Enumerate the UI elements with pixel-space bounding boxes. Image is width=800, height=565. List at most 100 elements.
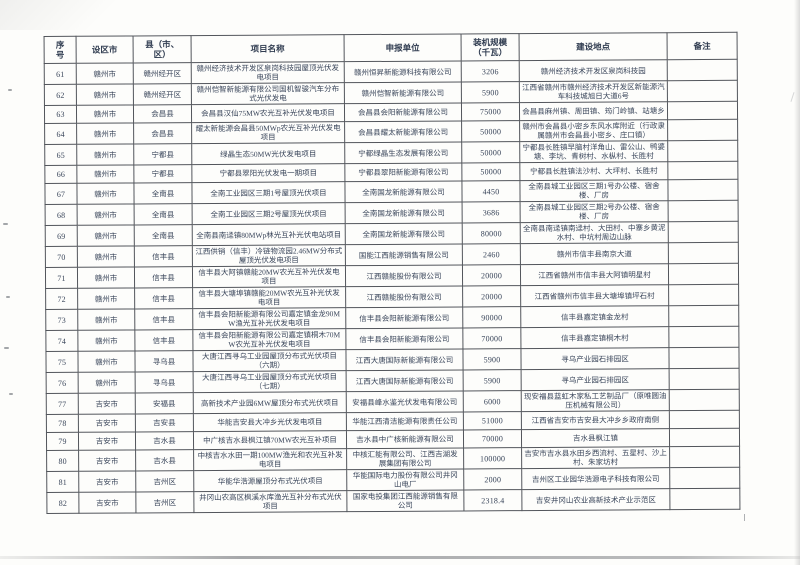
table-tilt-wrapper: 序 号 设区市 县（市、 区） 项目名称 申报单位 装机规模 （千瓦） 建设地点… xyxy=(44,32,741,514)
cell-remark xyxy=(669,389,740,411)
cell-county: 会昌县 xyxy=(133,104,192,123)
cell-location: 信丰县嘉定镇桐木村 xyxy=(520,326,669,349)
cell-county: 安福县 xyxy=(135,392,194,414)
cell-seq: 70 xyxy=(45,246,78,268)
cell-project: 高新技术产业园6MW屋顶分布式光伏项目 xyxy=(193,391,347,414)
table-header: 序 号 设区市 县（市、 区） 项目名称 申报单位 装机规模 （千瓦） 建设地点… xyxy=(44,32,738,64)
cell-location: 全南县城工业园区三期1号办公楼、宿舍楼、厂房 xyxy=(519,179,669,202)
cell-remark xyxy=(668,305,739,327)
cell-capacity: 100000 xyxy=(463,447,522,469)
cell-project: 宁都县翠阳光伏发电一期项目 xyxy=(191,163,345,183)
scan-shade-topleft xyxy=(0,0,140,30)
cell-project: 全南县南迳镇80MWp林光互补光伏电站项目 xyxy=(192,223,346,246)
cell-city: 赣州市 xyxy=(77,350,136,373)
column-header-seq: 序 号 xyxy=(44,36,77,64)
header-row: 序 号 设区市 县（市、 区） 项目名称 申报单位 装机规模 （千瓦） 建设地点… xyxy=(44,32,738,64)
cell-county: 吉安县 xyxy=(135,413,194,432)
cell-location: 江西省吉安市吉安县大冲乡乡政府南侧 xyxy=(521,410,670,430)
cell-remark xyxy=(668,326,739,348)
cell-project: 耀太新能源会昌县50MWp农光互补光伏发电项目 xyxy=(191,121,345,144)
cell-city: 吉安市 xyxy=(78,413,136,433)
cell-capacity: 50000 xyxy=(461,162,520,181)
cell-remark xyxy=(667,80,738,102)
cell-city: 吉安市 xyxy=(78,491,136,514)
column-header-remark: 备注 xyxy=(667,32,738,60)
scan-speck xyxy=(9,393,13,395)
cell-remark xyxy=(669,410,740,429)
cell-seq: 65 xyxy=(44,144,77,166)
cell-project: 华能吉安县大冲乡光伏发电项目 xyxy=(193,412,347,432)
cell-seq: 81 xyxy=(46,471,79,493)
cell-city: 赣州市 xyxy=(76,62,134,85)
cell-capacity: 6000 xyxy=(463,390,522,412)
cell-location: 江西省赣州市信丰县大阿镇明星村 xyxy=(520,263,669,286)
cell-project: 会昌县汉仙75MW农光互补光伏发电项目 xyxy=(191,103,345,123)
cell-capacity: 2460 xyxy=(462,243,521,265)
scan-speck xyxy=(3,223,8,225)
cell-city: 吉安市 xyxy=(78,392,136,415)
cell-remark xyxy=(668,284,739,306)
cell-city: 赣州市 xyxy=(77,245,135,268)
cell-capacity: 51000 xyxy=(463,411,522,430)
cell-county: 信丰县 xyxy=(134,329,193,351)
column-header-county: 县（市、 区） xyxy=(133,35,192,63)
cell-city: 赣州市 xyxy=(77,287,135,310)
cell-location: 赣州市会昌县小密乡东风水库附近（行政隶属赣州市会昌县小密乡、庄口镇） xyxy=(519,119,668,142)
cell-county: 会昌县 xyxy=(133,122,192,144)
cell-applicant: 江西赣能股份有限公司 xyxy=(345,285,463,308)
cell-location: 寻乌产业园石排园区 xyxy=(520,347,670,370)
cell-county: 全南县 xyxy=(133,182,193,204)
cell-applicant: 中核汇能有限公司、江西吉湖发展集团有限公司 xyxy=(346,447,464,470)
cell-city: 赣州市 xyxy=(77,329,135,352)
pv-projects-table: 序 号 设区市 县（市、 区） 项目名称 申报单位 装机规模 （千瓦） 建设地点… xyxy=(44,32,741,514)
cell-seq: 78 xyxy=(46,414,79,433)
cell-seq: 67 xyxy=(44,183,78,205)
cell-county: 宁都县 xyxy=(133,143,192,165)
cell-seq: 61 xyxy=(44,63,77,85)
cell-applicant: 会昌县会阳新能源有限公司 xyxy=(344,102,462,122)
table-row: 82 吉安市 吉州区 井冈山农高区枫溪水库渔光互补分布式光伏项目 国家电投集团江… xyxy=(46,488,740,514)
cell-seq: 64 xyxy=(44,123,77,145)
cell-city: 赣州市 xyxy=(76,164,134,184)
cell-county: 寻乌县 xyxy=(134,350,194,372)
cell-county: 赣州经开区 xyxy=(133,83,192,105)
cell-capacity: 50000 xyxy=(461,120,520,142)
cell-applicant: 赣州恺智新能源有限公司 xyxy=(344,81,462,104)
cell-capacity: 3206 xyxy=(461,60,520,82)
cell-city: 赣州市 xyxy=(77,308,135,331)
cell-city: 赣州市 xyxy=(78,371,136,394)
cell-project: 中核吉水水田一期100MW渔光和农光互补发电项目 xyxy=(193,448,347,471)
cell-city: 吉安市 xyxy=(78,449,136,472)
cell-city: 赣州市 xyxy=(76,182,135,205)
cell-applicant: 国家电投集团江西能源销售有限公司 xyxy=(346,489,464,512)
column-header-applicant: 申报单位 xyxy=(344,33,462,62)
cell-remark xyxy=(669,467,740,489)
cell-capacity: 70000 xyxy=(463,429,522,448)
cell-applicant: 江西大唐国际新能源有限公司 xyxy=(346,369,464,392)
column-header-capacity: 装机规模 （千瓦） xyxy=(461,33,520,61)
cell-location: 赣州市信丰县南京大道 xyxy=(520,242,669,265)
cell-capacity: 80000 xyxy=(462,222,521,244)
cell-seq: 72 xyxy=(45,288,78,310)
cell-county: 信丰县 xyxy=(134,308,193,330)
cell-location: 现安福县蓝虹木家私工艺制品厂（原唯圆油压机械有限公司） xyxy=(521,389,670,412)
cell-remark xyxy=(669,368,740,390)
cell-applicant: 江西大唐国际新能源有限公司 xyxy=(345,348,464,371)
cell-project: 赣州经济技术开发区泉岗科技园屋顶光伏发电项目 xyxy=(191,61,345,84)
cell-city: 吉安市 xyxy=(78,431,136,451)
cell-county: 吉水县 xyxy=(135,431,194,450)
cell-capacity: 2318.4 xyxy=(463,489,522,511)
cell-applicant: 全南国龙新能源有限公司 xyxy=(345,201,463,224)
cell-capacity: 5900 xyxy=(463,369,522,391)
cell-remark xyxy=(668,221,739,243)
column-header-city: 设区市 xyxy=(76,35,134,64)
cell-remark xyxy=(668,200,739,222)
cell-project: 信丰县会阳新能源有限公司嘉定镇桐木70MW农光互补光伏发电项目 xyxy=(192,328,346,351)
cell-project: 井冈山农高区枫溪水库渔光互补分布式光伏项目 xyxy=(193,490,347,513)
cell-county: 赣州经开区 xyxy=(133,62,192,84)
cell-remark xyxy=(668,263,739,285)
cell-county: 信丰县 xyxy=(134,266,193,288)
cell-location: 赣州经济技术开发区泉岗科技园 xyxy=(519,59,668,82)
cell-seq: 66 xyxy=(44,165,77,184)
cell-capacity: 75000 xyxy=(461,102,520,121)
